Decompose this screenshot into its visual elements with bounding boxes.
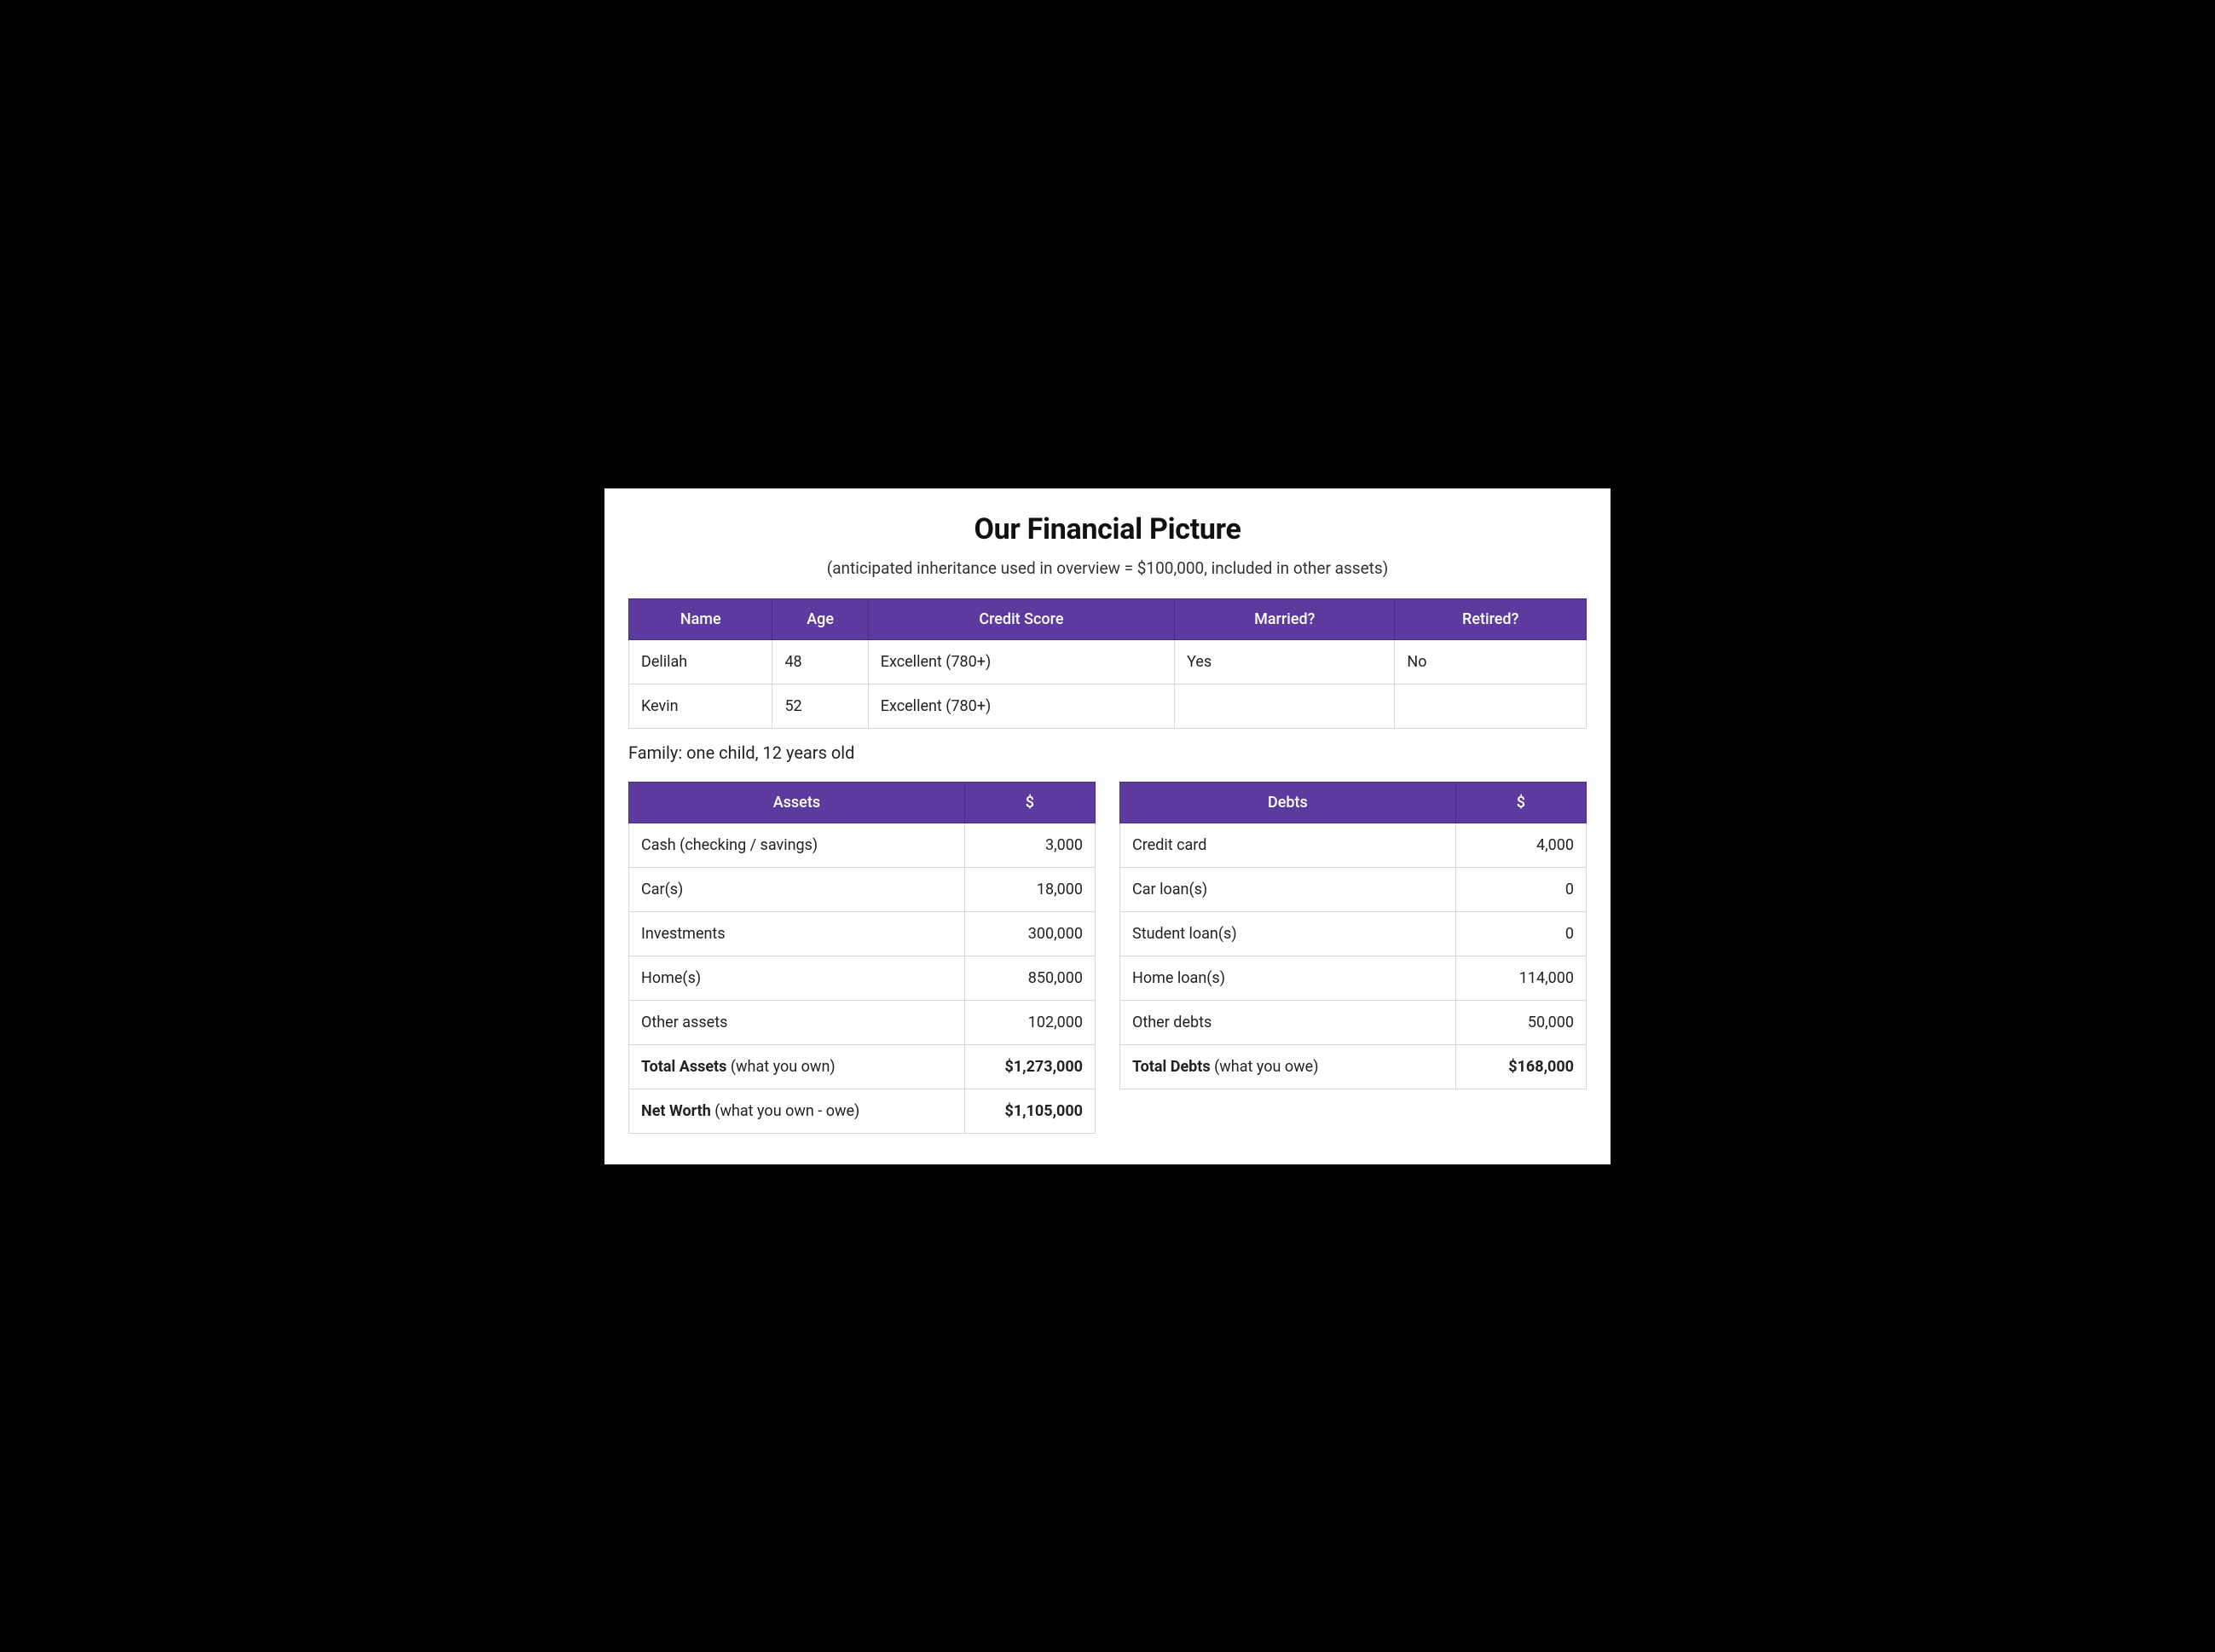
page-title: Our Financial Picture [628, 512, 1587, 546]
debt-label: Car loan(s) [1120, 867, 1456, 911]
asset-label: Home(s) [629, 956, 965, 1000]
debts-column: Debts $ Credit card 4,000 Car loan(s) 0 … [1119, 782, 1587, 1089]
col-assets-label: Assets [629, 782, 965, 823]
total-debts-value: $168,000 [1455, 1044, 1586, 1089]
net-worth-row: Net Worth (what you own - owe) $1,105,00… [629, 1089, 1096, 1133]
asset-value: 3,000 [964, 823, 1095, 867]
table-row: Home(s) 850,000 [629, 956, 1096, 1000]
asset-value: 850,000 [964, 956, 1095, 1000]
asset-label: Other assets [629, 1000, 965, 1044]
debt-value: 114,000 [1455, 956, 1586, 1000]
asset-label: Cash (checking / savings) [629, 823, 965, 867]
col-debts-value: $ [1455, 782, 1586, 823]
total-assets-value: $1,273,000 [964, 1044, 1095, 1089]
col-name: Name [629, 598, 772, 639]
table-row: Other debts 50,000 [1120, 1000, 1587, 1044]
cell-retired [1395, 684, 1587, 728]
total-assets-row: Total Assets (what you own) $1,273,000 [629, 1044, 1096, 1089]
table-row: Car(s) 18,000 [629, 867, 1096, 911]
total-assets-label: Total Assets (what you own) [629, 1044, 965, 1089]
cell-age: 52 [772, 684, 868, 728]
asset-value: 102,000 [964, 1000, 1095, 1044]
debt-label: Other debts [1120, 1000, 1456, 1044]
table-row: Other assets 102,000 [629, 1000, 1096, 1044]
col-debts-label: Debts [1120, 782, 1456, 823]
debt-label: Credit card [1120, 823, 1456, 867]
debt-label: Student loan(s) [1120, 911, 1456, 956]
table-row: Investments 300,000 [629, 911, 1096, 956]
debt-value: 4,000 [1455, 823, 1586, 867]
col-retired: Retired? [1395, 598, 1587, 639]
table-row: Car loan(s) 0 [1120, 867, 1587, 911]
cell-name: Kevin [629, 684, 772, 728]
table-row: Home loan(s) 114,000 [1120, 956, 1587, 1000]
cell-married: Yes [1175, 639, 1395, 684]
cell-married [1175, 684, 1395, 728]
debt-label: Home loan(s) [1120, 956, 1456, 1000]
col-married: Married? [1175, 598, 1395, 639]
total-debts-row: Total Debts (what you owe) $168,000 [1120, 1044, 1587, 1089]
asset-value: 300,000 [964, 911, 1095, 956]
page-subtitle: (anticipated inheritance used in overvie… [628, 558, 1587, 578]
table-row: Kevin 52 Excellent (780+) [629, 684, 1587, 728]
debts-table: Debts $ Credit card 4,000 Car loan(s) 0 … [1119, 782, 1587, 1089]
debt-value: 50,000 [1455, 1000, 1586, 1044]
financial-picture-page: Our Financial Picture (anticipated inher… [604, 488, 1611, 1164]
asset-label: Car(s) [629, 867, 965, 911]
net-worth-label: Net Worth (what you own - owe) [629, 1089, 965, 1133]
col-age: Age [772, 598, 868, 639]
family-note: Family: one child, 12 years old [628, 742, 1587, 763]
col-credit-score: Credit Score [868, 598, 1174, 639]
assets-table: Assets $ Cash (checking / savings) 3,000… [628, 782, 1096, 1134]
table-row: Student loan(s) 0 [1120, 911, 1587, 956]
cell-credit: Excellent (780+) [868, 684, 1174, 728]
cell-age: 48 [772, 639, 868, 684]
debt-value: 0 [1455, 867, 1586, 911]
cell-credit: Excellent (780+) [868, 639, 1174, 684]
col-assets-value: $ [964, 782, 1095, 823]
cell-retired: No [1395, 639, 1587, 684]
asset-label: Investments [629, 911, 965, 956]
assets-column: Assets $ Cash (checking / savings) 3,000… [628, 782, 1096, 1134]
assets-debts-row: Assets $ Cash (checking / savings) 3,000… [628, 782, 1587, 1134]
people-table: Name Age Credit Score Married? Retired? … [628, 598, 1587, 729]
cell-name: Delilah [629, 639, 772, 684]
total-debts-label: Total Debts (what you owe) [1120, 1044, 1456, 1089]
table-row: Cash (checking / savings) 3,000 [629, 823, 1096, 867]
net-worth-value: $1,105,000 [964, 1089, 1095, 1133]
asset-value: 18,000 [964, 867, 1095, 911]
table-row: Delilah 48 Excellent (780+) Yes No [629, 639, 1587, 684]
table-row: Credit card 4,000 [1120, 823, 1587, 867]
debt-value: 0 [1455, 911, 1586, 956]
